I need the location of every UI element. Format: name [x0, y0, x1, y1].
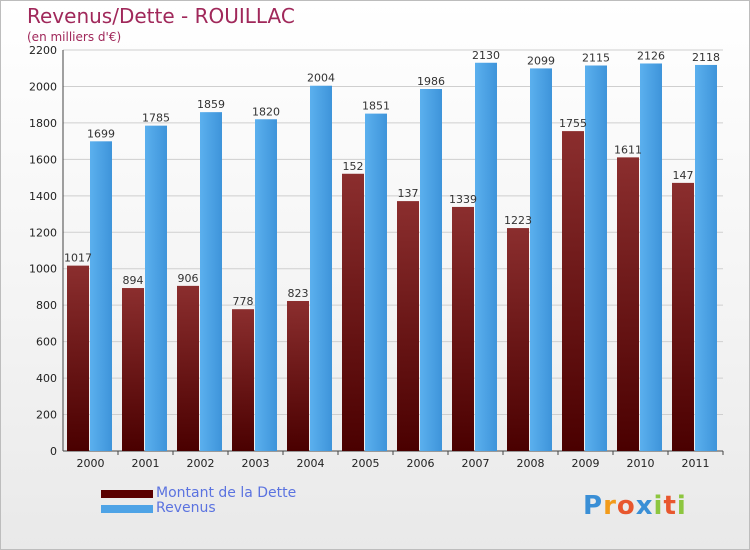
x-tick-label: 2009	[572, 457, 600, 470]
data-label-dette: 778	[233, 295, 254, 308]
bar-revenus	[365, 113, 387, 451]
y-tick-label: 1000	[29, 263, 57, 276]
bars	[67, 62, 717, 452]
data-label-dette: 823	[288, 287, 309, 300]
bar-dette	[452, 206, 474, 451]
y-tick-label: 400	[36, 372, 57, 385]
x-tick-label: 2002	[187, 457, 215, 470]
legend-swatch-debt	[101, 490, 153, 498]
data-label-dette: 1339	[449, 193, 477, 206]
bar-dette	[562, 131, 584, 451]
bar-dette	[287, 300, 309, 451]
bar-revenus	[200, 112, 222, 451]
x-tick-label: 2005	[352, 457, 380, 470]
legend-swatch-revenus	[101, 505, 153, 513]
data-label-dette: 1755	[559, 117, 587, 130]
bar-revenus	[420, 89, 442, 452]
legend-label-revenus: Revenus	[156, 500, 216, 516]
data-label-revenus: 1785	[142, 112, 170, 125]
bar-revenus	[530, 68, 552, 451]
data-label-revenus: 2130	[472, 49, 500, 62]
data-labels: 1017 1699 894 1785 906 1859 778 1820 823 2004 152 1…	[64, 49, 720, 308]
data-label-revenus: 2004	[307, 72, 335, 85]
bar-revenus	[255, 119, 277, 451]
data-label-dette: 1611	[614, 143, 642, 156]
x-tick-label: 2007	[462, 457, 490, 470]
data-label-revenus: 1859	[197, 98, 225, 111]
x-tick-label: 2001	[132, 457, 160, 470]
data-label-revenus: 1699	[87, 127, 115, 140]
bar-dette	[122, 288, 144, 451]
data-label-revenus: 2118	[692, 51, 720, 64]
proxiti-logo: Proxiti	[583, 491, 687, 521]
data-label-dette: 1017	[64, 252, 92, 265]
x-tick-label: 2006	[407, 457, 435, 470]
x-tick-label: 2004	[297, 457, 325, 470]
data-label-revenus: 2115	[582, 51, 610, 64]
bar-revenus	[585, 65, 607, 452]
y-tick-label: 600	[36, 336, 57, 349]
bar-revenus	[310, 85, 332, 451]
bar-dette	[672, 182, 694, 451]
bar-revenus	[90, 141, 112, 451]
bar-dette	[232, 309, 254, 451]
bar-revenus	[640, 63, 662, 451]
data-label-dette: 1223	[504, 214, 532, 227]
bar-dette	[397, 201, 419, 451]
y-tick-label: 0	[50, 445, 57, 458]
bar-dette	[67, 265, 89, 451]
bar-dette	[342, 173, 364, 451]
x-tick-label: 2008	[517, 457, 545, 470]
bar-dette	[507, 228, 529, 451]
bar-dette	[177, 285, 199, 451]
axes: 0 200 400 600 800 1000 1200 1400 1600 1800 2000 220…	[29, 44, 724, 470]
y-tick-label: 1600	[29, 153, 57, 166]
data-label-dette: 906	[178, 272, 199, 285]
x-tick-label: 2000	[77, 457, 105, 470]
data-label-dette: 137	[398, 187, 419, 200]
y-tick-label: 1400	[29, 190, 57, 203]
y-tick-label: 1200	[29, 226, 57, 239]
y-tick-label: 200	[36, 409, 57, 422]
bar-revenus	[145, 125, 167, 451]
data-label-dette: 894	[123, 274, 144, 287]
bar-dette	[617, 157, 639, 451]
y-tick-label: 2200	[29, 44, 57, 57]
x-tick-label: 2011	[682, 457, 710, 470]
x-tick-label: 2010	[627, 457, 655, 470]
y-tick-label: 800	[36, 299, 57, 312]
data-label-revenus: 2126	[637, 49, 665, 62]
bar-revenus	[695, 64, 717, 452]
bar-revenus	[475, 62, 497, 451]
y-tick-label: 2000	[29, 80, 57, 93]
data-label-revenus: 2099	[527, 54, 555, 67]
data-label-dette: 152	[343, 160, 364, 173]
y-tick-label: 1800	[29, 117, 57, 130]
x-tick-label: 2003	[242, 457, 270, 470]
chart-subtitle: (en milliers d'€)	[27, 30, 122, 44]
data-label-revenus: 1851	[362, 100, 390, 113]
data-label-revenus: 1986	[417, 75, 445, 88]
data-label-dette: 147	[673, 169, 694, 182]
legend-label-debt: Montant de la Dette	[156, 485, 297, 501]
chart-title: Revenus/Dette - ROUILLAC	[27, 4, 295, 28]
data-label-revenus: 1820	[252, 105, 280, 118]
